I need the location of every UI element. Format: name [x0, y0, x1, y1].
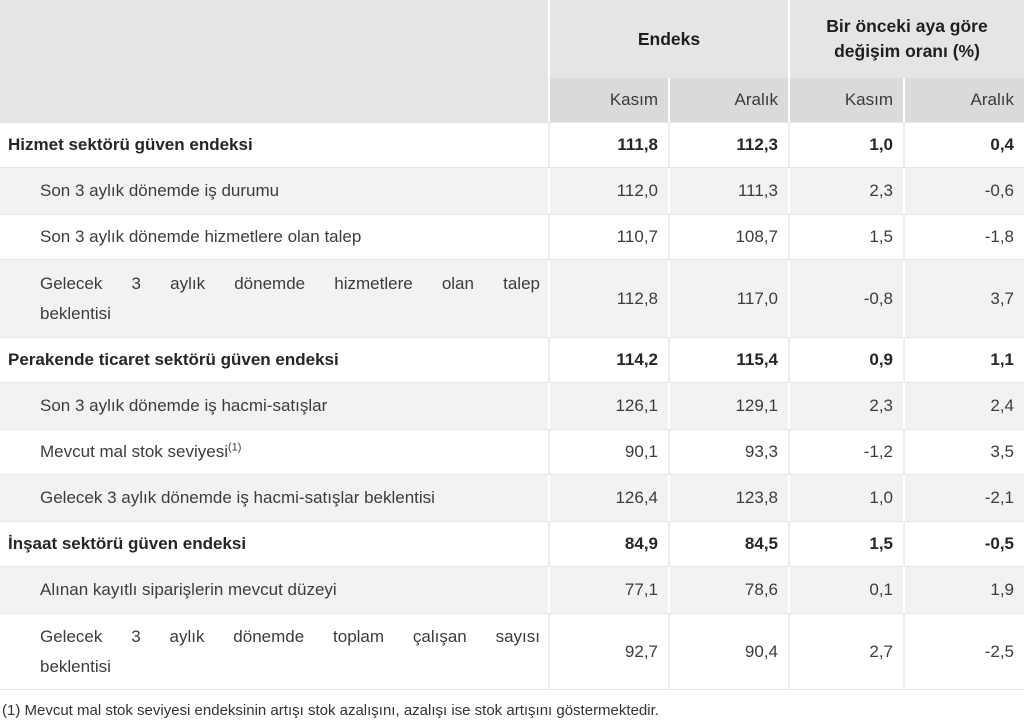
row-label: Son 3 aylık dönemde iş durumu — [0, 168, 548, 214]
row-label-line1: Gelecek 3 aylık dönemde toplam çalışan s… — [40, 626, 540, 646]
value-cell: 126,1 — [548, 383, 668, 429]
header-col-endeks-kasim: Kasım — [548, 78, 668, 122]
value-cell: 2,7 — [788, 613, 903, 690]
value-cell: 108,7 — [668, 214, 788, 260]
value-cell: 93,3 — [668, 429, 788, 475]
row-label: İnşaat sektörü güven endeksi — [0, 521, 548, 567]
value-cell: 1,9 — [903, 567, 1024, 613]
value-cell: 1,5 — [788, 214, 903, 260]
value-cell: -0,5 — [903, 521, 1024, 567]
table-row: Hizmet sektörü güven endeksi 111,8 112,3 1,… — [0, 122, 1024, 168]
row-label-line2: beklentisi — [40, 656, 111, 676]
value-cell: 2,3 — [788, 168, 903, 214]
table-row: İnşaat sektörü güven endeksi 84,9 84,5 1,5-… — [0, 521, 1024, 567]
row-label: Gelecek 3 aylık dönemde hizmetlere olan … — [0, 260, 548, 337]
table-body: Hizmet sektörü güven endeksi 111,8 112,3 1,… — [0, 122, 1024, 690]
row-label: Gelecek 3 aylık dönemde iş hacmi-satışla… — [0, 475, 548, 521]
value-cell: 84,5 — [668, 521, 788, 567]
value-cell: 126,4 — [548, 475, 668, 521]
value-cell: 92,7 — [548, 613, 668, 690]
value-cell: 0,1 — [788, 567, 903, 613]
value-cell: 112,3 — [668, 122, 788, 168]
header-group-change: Bir önceki aya göre değişim oranı (%) — [788, 0, 1024, 78]
header-col-change-aralik: Aralık — [903, 78, 1024, 122]
row-label: Gelecek 3 aylık dönemde toplam çalışan s… — [0, 613, 548, 690]
value-cell: 84,9 — [548, 521, 668, 567]
table-row: Gelecek 3 aylık dönemde toplam çalışan s… — [0, 613, 1024, 690]
value-cell: -0,6 — [903, 168, 1024, 214]
value-cell: 78,6 — [668, 567, 788, 613]
value-cell: 115,4 — [668, 337, 788, 383]
header-corner-cell — [0, 0, 548, 122]
value-cell: 90,4 — [668, 613, 788, 690]
table-row: Alınan kayıtlı siparişlerin mevcut düzey… — [0, 567, 1024, 613]
value-cell: 111,3 — [668, 168, 788, 214]
value-cell: 129,1 — [668, 383, 788, 429]
confidence-index-table: Endeks Bir önceki aya göre değişim oranı… — [0, 0, 1024, 690]
value-cell: -2,5 — [903, 613, 1024, 690]
table-row: Perakende ticaret sektörü güven endeksi 1… — [0, 337, 1024, 383]
table-row: Son 3 aylık dönemde iş durumu 112,0 111,3 2… — [0, 168, 1024, 214]
value-cell: 0,4 — [903, 122, 1024, 168]
value-cell: 123,8 — [668, 475, 788, 521]
value-cell: -1,2 — [788, 429, 903, 475]
value-cell: 1,0 — [788, 475, 903, 521]
value-cell: -1,8 — [903, 214, 1024, 260]
value-cell: 3,5 — [903, 429, 1024, 475]
table-row: Gelecek 3 aylık dönemde iş hacmi-satışla… — [0, 475, 1024, 521]
header-group-endeks: Endeks — [548, 0, 788, 78]
row-label: Hizmet sektörü güven endeksi — [0, 122, 548, 168]
row-label-line1: Gelecek 3 aylık dönemde hizmetlere olan … — [40, 273, 540, 293]
value-cell: 1,0 — [788, 122, 903, 168]
header-month-row: Kasım Aralık Kasım Aralık — [0, 78, 1024, 122]
table-header: Endeks Bir önceki aya göre değişim oranı… — [0, 0, 1024, 122]
row-label: Alınan kayıtlı siparişlerin mevcut düzey… — [0, 567, 548, 613]
value-cell: -0,8 — [788, 260, 903, 337]
value-cell: 2,4 — [903, 383, 1024, 429]
row-label-line2: beklentisi — [40, 303, 111, 323]
value-cell: 110,7 — [548, 214, 668, 260]
value-cell: 112,8 — [548, 260, 668, 337]
header-group-row: Endeks Bir önceki aya göre değişim oranı… — [0, 0, 1024, 122]
row-label: Son 3 aylık dönemde hizmetlere olan tale… — [0, 214, 548, 260]
value-cell: -2,1 — [903, 475, 1024, 521]
value-cell: 2,3 — [788, 383, 903, 429]
table-row: Gelecek 3 aylık dönemde hizmetlere olan … — [0, 260, 1024, 337]
value-cell: 117,0 — [668, 260, 788, 337]
value-cell: 112,0 — [548, 168, 668, 214]
footnote-marker: (1) — [228, 441, 242, 454]
footnote: (1) Mevcut mal stok seviyesi endeksinin … — [2, 702, 659, 719]
header-col-change-kasim: Kasım — [788, 78, 903, 122]
value-cell: 3,7 — [903, 260, 1024, 337]
row-label: Mevcut mal stok seviyesi(1) — [0, 429, 548, 475]
header-col-endeks-aralik: Aralık — [668, 78, 788, 122]
value-cell: 1,5 — [788, 521, 903, 567]
table-row: Son 3 aylık dönemde iş hacmi-satışlar 126… — [0, 383, 1024, 429]
value-cell: 114,2 — [548, 337, 668, 383]
value-cell: 90,1 — [548, 429, 668, 475]
row-label: Son 3 aylık dönemde iş hacmi-satışlar — [0, 383, 548, 429]
table-row: Son 3 aylık dönemde hizmetlere olan tale… — [0, 214, 1024, 260]
row-label: Perakende ticaret sektörü güven endeksi — [0, 337, 548, 383]
value-cell: 111,8 — [548, 122, 668, 168]
value-cell: 77,1 — [548, 567, 668, 613]
value-cell: 1,1 — [903, 337, 1024, 383]
table-row: Mevcut mal stok seviyesi(1) 90,1 93,3 -1,2 3… — [0, 429, 1024, 475]
value-cell: 0,9 — [788, 337, 903, 383]
